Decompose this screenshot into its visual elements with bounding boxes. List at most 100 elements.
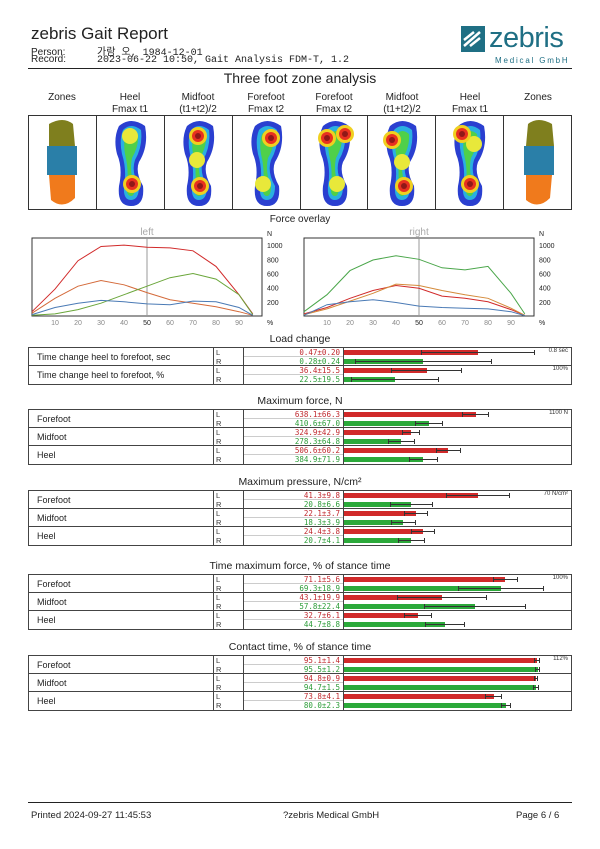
metric-row: Midfoot L R 94.8±0.9 94.7±1.5: [29, 674, 571, 692]
zebris-mark-icon: [461, 26, 485, 52]
error-bar: [424, 604, 527, 609]
error-bar: [402, 430, 420, 435]
right-bar: [344, 604, 476, 609]
right-x-tick-label: 30: [369, 320, 377, 327]
metric-row: Heel L R 506.6±60.2 384.9±71.9: [29, 446, 571, 464]
right-x-tick-label: 10: [323, 320, 331, 327]
forefoot-left-heatmap: [233, 116, 301, 209]
metric-values: 638.1±66.3 410.6±67.0: [244, 410, 344, 428]
zone-header-line1: Heel: [119, 92, 141, 103]
metric-block: Contact time, % of stance time Forefoot L R…: [28, 641, 572, 711]
metric-values: 43.1±19.9 57.8±22.4: [244, 593, 344, 611]
left-x-tick-label: 90: [235, 320, 243, 327]
right-value: 0.28±0.24: [299, 357, 340, 366]
error-bar: [404, 613, 433, 618]
left-y-tick-label: 1000: [267, 243, 283, 250]
metric-table: Forefoot L R 638.1±66.3 410.6±67.0 1100 N Midf…: [28, 409, 572, 465]
right-value: 18.3±3.9: [303, 518, 340, 527]
metric-block: Load change Time change heel to forefoot,…: [28, 333, 572, 385]
left-series-line-0: [31, 244, 254, 315]
left-bar: [344, 529, 424, 534]
metric-row-name: Forefoot: [29, 575, 214, 592]
right-bar: [344, 439, 402, 444]
left-x-tick-label: 10: [51, 320, 59, 327]
side-label-left: L: [216, 428, 221, 437]
left-bar: [344, 694, 494, 699]
report-title: zebris Gait Report: [31, 24, 168, 43]
left-series-line-1: [31, 279, 253, 316]
left-value: 324.9±42.9: [244, 428, 343, 437]
zone-header: Heel Fmax t1: [436, 92, 504, 116]
side-label-right: R: [216, 701, 222, 710]
metric-row: Forefoot L R 71.1±5.6 69.3±18.9 100%: [29, 575, 571, 593]
right-y-tick-label: 600: [539, 271, 551, 278]
metric-values: 324.9±42.9 278.3±64.8: [244, 428, 344, 446]
metric-row-name: Time change heel to forefoot, %: [29, 366, 214, 384]
metric-bars: [344, 446, 571, 464]
side-label-left: L: [216, 366, 221, 375]
left-x-tick-label: 60: [166, 320, 174, 327]
metric-table: Time change heel to forefoot, sec L R 0.47±…: [28, 347, 572, 385]
left-bar: [344, 368, 427, 373]
right-bar: [344, 667, 538, 672]
metric-row-name: Forefoot: [29, 656, 214, 673]
record-value: 2023-06-22 10:50, Gait Analysis FDM-T, 1…: [97, 55, 350, 66]
left-value: 638.1±66.3: [244, 410, 343, 419]
heel-left-heatmap: [97, 116, 165, 209]
metric-table: Forefoot L R 71.1±5.6 69.3±18.9 100% Midfoot L R…: [28, 574, 572, 630]
error-bar: [403, 511, 428, 516]
right-y-tick-label: 200: [539, 300, 551, 307]
scale-label: 112%: [553, 656, 568, 662]
left-chart-label: left: [140, 227, 154, 238]
error-bar: [421, 350, 535, 355]
side-label-left: L: [216, 410, 221, 419]
metric-title: Maximum force, N: [257, 395, 343, 407]
metric-row-name: Heel: [29, 527, 214, 545]
right-series-line-3: [303, 299, 525, 317]
right-value: 69.3±18.9: [299, 584, 340, 593]
left-value: 71.1±5.6: [244, 575, 343, 584]
right-value: 94.7±1.5: [303, 683, 340, 692]
error-bar: [414, 421, 443, 426]
side-label-left: L: [216, 348, 221, 357]
zone-header-line1: Zones: [48, 92, 76, 103]
right-x-tick-label: 40: [392, 320, 400, 327]
metric-row: Forefoot L R 95.1±1.4 95.5±1.2 112%: [29, 656, 571, 674]
left-bar: [344, 430, 411, 435]
metric-row-name: Midfoot: [29, 428, 214, 445]
side-label-left: L: [216, 575, 221, 584]
right-x-tick-label: 20: [346, 320, 354, 327]
zone-header-line1: Forefoot: [315, 92, 353, 103]
scale-label: 100%: [552, 575, 568, 581]
left-bar: [344, 613, 419, 618]
side-label-left: L: [216, 692, 221, 701]
left-bar: [344, 493, 478, 498]
zone-header: Zones: [28, 92, 96, 104]
right-y-unit: N: [539, 231, 544, 238]
left-x-tick-label: 80: [212, 320, 220, 327]
footer-divider: [28, 802, 572, 803]
zone-header-line2: Fmax t2: [315, 104, 353, 115]
right-value: 44.7±8.8: [303, 620, 340, 629]
error-bar: [535, 667, 541, 672]
metric-row: Forefoot L R 638.1±66.3 410.6±67.0 1100 N: [29, 410, 571, 428]
side-label-right: R: [216, 500, 222, 509]
left-bar: [344, 658, 537, 663]
metric-bars: [344, 692, 571, 710]
error-bar: [391, 368, 463, 373]
metric-bars: 0.8 sec: [344, 348, 571, 365]
metric-row-name: Midfoot: [29, 674, 214, 691]
metric-row: Heel L R 24.4±3.8 20.7±4.1: [29, 527, 571, 545]
metric-title: Load change: [269, 333, 331, 345]
zone-header: Zones: [504, 92, 572, 104]
metric-row-name: Forefoot: [29, 491, 214, 508]
metric-row: Time change heel to forefoot, % L R 36.4±15…: [29, 366, 571, 384]
right-x-unit: %: [539, 320, 545, 327]
forefoot-right-heatmap: [301, 116, 369, 209]
right-x-tick-label: 70: [461, 320, 469, 327]
